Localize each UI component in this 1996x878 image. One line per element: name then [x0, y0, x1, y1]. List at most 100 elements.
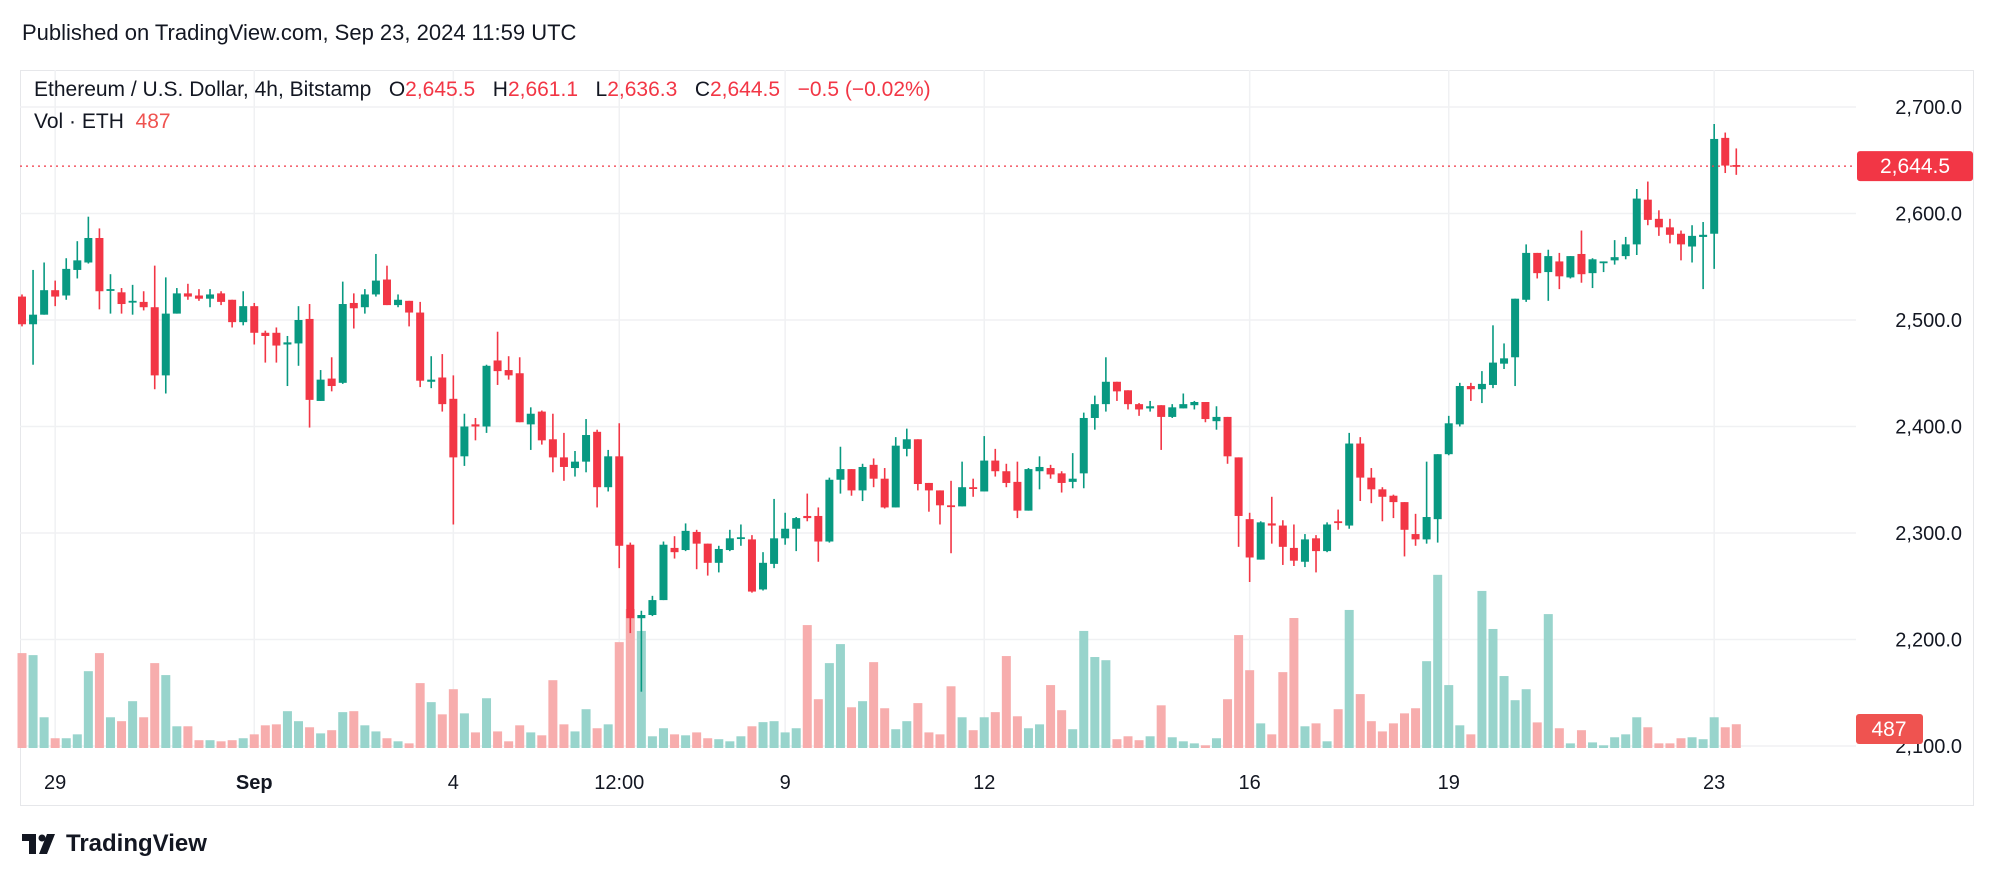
candle-body [913, 439, 922, 485]
volume-bar [83, 671, 93, 748]
tradingview-logo[interactable]: TradingView [22, 830, 207, 858]
volume-bar [1267, 734, 1277, 748]
volume-bar [537, 735, 547, 748]
candle-body [1710, 138, 1719, 234]
candle-body [1278, 525, 1287, 547]
volume-bar [979, 717, 989, 748]
volume-bar [1311, 723, 1321, 748]
candle-body [206, 294, 215, 299]
volume-bar [371, 731, 381, 748]
candle-body [217, 293, 226, 302]
ohlc-legend: Ethereum / U.S. Dollar, 4h, Bitstamp O2,… [34, 78, 931, 102]
volume-bar [338, 712, 348, 748]
volume-bar [647, 736, 657, 748]
candle-body [958, 487, 967, 507]
tradingview-logo-icon [22, 834, 55, 854]
volume-bar [658, 728, 668, 748]
volume-bar [327, 730, 337, 748]
volume-bar [117, 721, 127, 748]
candle-body [1444, 423, 1453, 455]
volume-bar [526, 732, 536, 748]
volume-bar [625, 608, 635, 748]
candle-body [1555, 261, 1564, 277]
volume-bar [891, 729, 901, 748]
volume-bar [1676, 738, 1686, 748]
volume-bar [1035, 724, 1045, 748]
candle-body [327, 378, 336, 387]
volume-bar [1101, 660, 1111, 748]
candle-body [548, 439, 557, 458]
volume-bar [1090, 657, 1100, 748]
candle-body [1665, 227, 1674, 235]
candle-body [526, 413, 535, 425]
volume-bar [869, 662, 879, 748]
volume-bar [736, 736, 746, 748]
candle-body [40, 290, 49, 315]
volume-bar [1731, 724, 1741, 748]
price-tick-label: 2,500.0 [1895, 310, 1962, 332]
candle-body [1013, 481, 1022, 511]
candle-body [825, 479, 834, 542]
volume-bar [592, 728, 602, 748]
candle-body [1245, 519, 1254, 558]
volume-label[interactable]: Vol · ETH [34, 110, 124, 133]
candle-body [1267, 523, 1276, 526]
volume-bar [1643, 727, 1653, 748]
candle-body [615, 456, 624, 546]
candle-body [1024, 469, 1033, 511]
volume-bar [1178, 741, 1188, 748]
high-value: 2,661.1 [507, 78, 579, 101]
last-volume-value: 487 [1871, 718, 1906, 741]
time-tick-label: 19 [1438, 772, 1460, 794]
candle-body [1046, 468, 1055, 475]
candle-body [736, 537, 745, 540]
open-value: 2,645.5 [405, 78, 476, 101]
volume-bar [1400, 713, 1409, 748]
candle-body [1168, 407, 1177, 417]
candle-body [1400, 502, 1409, 530]
volume-bar [725, 741, 735, 748]
volume-bar [1477, 590, 1487, 748]
volume-bar [1433, 574, 1443, 748]
volume-bar [990, 712, 1000, 748]
candle-body [1511, 298, 1520, 358]
candle-body [1146, 406, 1155, 409]
time-tick-label: 16 [1239, 772, 1261, 794]
candle-body [1157, 405, 1166, 417]
volume-bar [1709, 717, 1719, 748]
volume-bar [1599, 745, 1609, 748]
volume-bar [1576, 730, 1586, 748]
volume-bar [1554, 728, 1564, 748]
price-tick-label: 2,300.0 [1895, 523, 1962, 545]
candle-body [460, 426, 469, 457]
volume-bar [1444, 685, 1454, 748]
change-value: −0.5 (−0.02%) [797, 78, 931, 101]
candle-body [371, 280, 380, 295]
candle-body [1422, 517, 1431, 540]
volume-bar [139, 717, 149, 748]
volume-bar [1720, 727, 1730, 748]
volume-bar [1687, 737, 1697, 748]
volume-bar [824, 663, 834, 748]
candle-body [405, 300, 414, 313]
price-tick-label: 2,700.0 [1895, 97, 1962, 119]
candle-body [659, 544, 668, 601]
candle-body [427, 379, 436, 382]
volume-bar [1322, 741, 1332, 748]
volume-bar [150, 663, 160, 748]
candle-body [759, 562, 768, 590]
volume-bar [382, 738, 392, 748]
candle-body [139, 301, 148, 308]
candle-body [1356, 443, 1365, 478]
candle-body [449, 398, 458, 458]
volume-bar [194, 740, 204, 748]
candle-body [1632, 198, 1641, 245]
volume-bar [1510, 700, 1520, 748]
volume-bar [94, 653, 104, 748]
volume-bar [459, 713, 469, 748]
candle-body [1334, 521, 1343, 524]
symbol-title[interactable]: Ethereum / U.S. Dollar, 4h, Bitstamp [34, 78, 372, 101]
candle-body [128, 300, 137, 303]
candle-body [571, 461, 579, 469]
